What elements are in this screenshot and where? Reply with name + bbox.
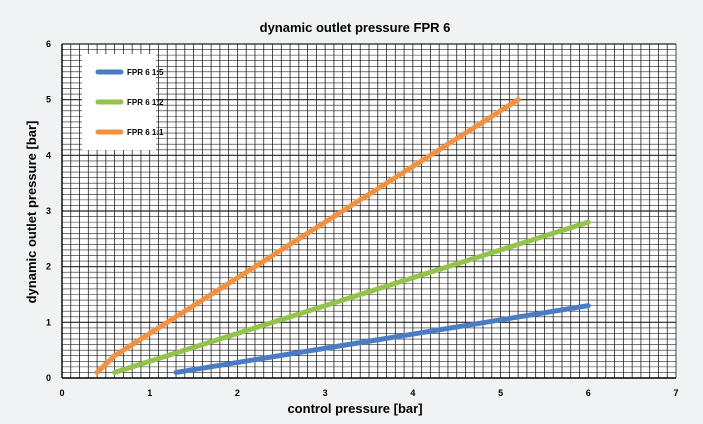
grid (62, 43, 677, 378)
x-tick-label: 6 (586, 388, 591, 398)
axes (61, 44, 676, 379)
y-tick-label: 3 (46, 206, 51, 216)
x-tick-label: 1 (147, 388, 152, 398)
y-tick-labels: 0 1 2 3 4 5 6 (46, 39, 51, 383)
series-line-1 (173, 303, 591, 375)
legend: FPR 6 1:5 FPR 6 1:2 FPR 6 1:1 (82, 54, 164, 150)
series-line-3 (94, 97, 521, 375)
y-tick-label: 5 (46, 95, 51, 105)
legend-label: FPR 6 1:2 (127, 98, 164, 107)
x-tick-label: 4 (410, 388, 415, 398)
chart-title: dynamic outlet pressure FPR 6 (260, 20, 451, 35)
series-lines (94, 97, 591, 375)
y-tick-label: 0 (46, 373, 51, 383)
x-tick-label: 5 (498, 388, 503, 398)
y-axis-label: dynamic outlet pressure [bar] (24, 121, 39, 304)
legend-label: FPR 6 1:1 (127, 128, 164, 137)
x-tick-label: 3 (323, 388, 328, 398)
x-tick-labels: 0 1 2 3 4 5 6 7 (59, 388, 678, 398)
x-axis-label: control pressure [bar] (287, 401, 422, 416)
y-tick-label: 4 (46, 150, 51, 160)
legend-label: FPR 6 1:5 (127, 68, 164, 77)
x-tick-label: 0 (59, 388, 64, 398)
x-tick-label: 7 (673, 388, 678, 398)
y-tick-label: 1 (46, 317, 51, 327)
y-tick-label: 2 (46, 262, 51, 272)
y-tick-label: 6 (46, 39, 51, 49)
series-line-2 (112, 219, 591, 375)
x-tick-label: 2 (235, 388, 240, 398)
